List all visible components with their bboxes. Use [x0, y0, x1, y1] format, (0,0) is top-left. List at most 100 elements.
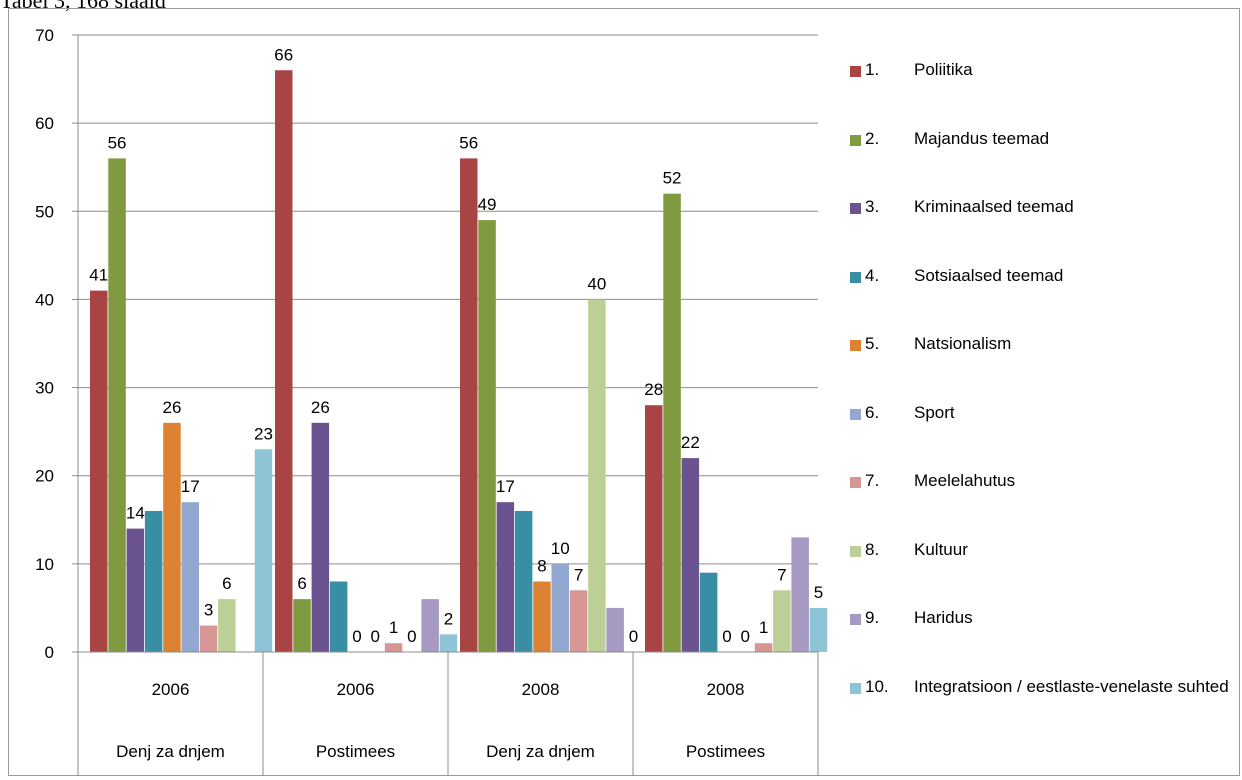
- data-label: 28: [644, 380, 663, 399]
- data-label: 10: [551, 539, 570, 558]
- legend-number: 9.: [865, 608, 880, 627]
- category-paper-label: Denj za dnjem: [486, 742, 595, 761]
- bar: [311, 422, 330, 652]
- axes: 0 10 20 30 40 50 60 70: [35, 26, 79, 662]
- bar: [254, 449, 273, 652]
- figure-caption: Tabel 3, 168 slaaid: [0, 0, 166, 13]
- y-tick-label: 40: [35, 290, 54, 309]
- bar: [439, 634, 458, 652]
- data-label: 14: [126, 504, 145, 523]
- bar: [90, 290, 108, 652]
- bar: [496, 502, 515, 652]
- y-tick-label: 10: [35, 555, 54, 574]
- bar: [514, 510, 533, 652]
- legend-number: 6.: [865, 402, 880, 422]
- data-label: 26: [311, 398, 330, 417]
- data-label: 2: [444, 609, 453, 628]
- data-label: 6: [297, 574, 306, 593]
- bar: [199, 625, 218, 652]
- bar: [699, 572, 718, 652]
- data-label: 0: [352, 627, 361, 646]
- bar: [293, 599, 311, 652]
- data-label: 7: [574, 565, 583, 584]
- legend-label: Haridus: [914, 608, 973, 627]
- bar: [681, 458, 700, 652]
- gridlines: [78, 34, 818, 565]
- bar: [809, 607, 828, 652]
- bars: [90, 70, 828, 652]
- legend-swatch: [850, 203, 861, 214]
- category-paper-label: Postimees: [316, 742, 395, 761]
- legend-number: 3.: [865, 197, 880, 216]
- legend-swatch: [850, 134, 861, 146]
- bar: [551, 563, 569, 652]
- legend-number: 7.: [865, 471, 880, 490]
- data-label: 0: [629, 627, 638, 646]
- bar: [645, 405, 663, 652]
- data-label: 6: [222, 574, 231, 593]
- bar: [384, 643, 403, 652]
- data-label: 66: [274, 45, 293, 64]
- y-tick-label: 50: [35, 202, 54, 221]
- category-year-label: 2006: [337, 680, 375, 699]
- legend-label: Meelelahutus: [914, 471, 1016, 490]
- legend-swatch: [850, 477, 861, 488]
- data-label: 3: [204, 601, 213, 620]
- category-year-label: 2008: [707, 680, 745, 699]
- data-label: 40: [587, 274, 606, 293]
- category-paper-label: Denj za dnjem: [116, 742, 225, 761]
- y-tick-label: 0: [45, 643, 54, 662]
- legend-swatch: [850, 408, 861, 420]
- data-label: 26: [162, 398, 181, 417]
- y-tick-label: 30: [35, 379, 54, 398]
- bar: [163, 422, 181, 652]
- data-label: 52: [663, 169, 682, 188]
- data-label: 0: [371, 627, 380, 646]
- legend-swatch: [850, 614, 861, 625]
- chart-frame: [8, 8, 1240, 776]
- legend-swatch: [850, 66, 861, 77]
- data-label: 0: [741, 627, 750, 646]
- bar: [533, 581, 551, 652]
- data-label: 41: [89, 266, 108, 285]
- legend-label: Natsionalism: [914, 334, 1012, 353]
- category-year-label: 2006: [152, 680, 190, 699]
- legend-swatch: [850, 545, 861, 557]
- data-label: 5: [814, 583, 823, 602]
- legend-label: Kultuur: [914, 539, 968, 559]
- legend-swatch: [850, 340, 861, 351]
- data-label: 56: [108, 133, 127, 152]
- bar: [754, 643, 773, 652]
- category-paper-label: Postimees: [686, 742, 765, 761]
- legend-label: Sotsiaalsed teemad: [914, 265, 1064, 285]
- category-year-label: 2008: [522, 680, 560, 699]
- bar: [126, 528, 145, 652]
- y-tick-label: 20: [35, 467, 54, 486]
- y-tick-label: 70: [35, 26, 54, 45]
- bar: [606, 607, 624, 652]
- category-axis: 2006 Denj za dnjem 2006 Postimees 2008 Denj z…: [77, 651, 819, 776]
- data-label: 23: [254, 424, 273, 443]
- bar: [478, 220, 496, 652]
- bar: [421, 599, 439, 652]
- data-label: 0: [407, 627, 416, 646]
- bar: [460, 158, 478, 652]
- data-label: 17: [181, 477, 200, 496]
- legend-label: Sport: [914, 402, 955, 422]
- bar: [108, 158, 126, 652]
- legend-swatch: [850, 271, 861, 283]
- legend-number: 1.: [865, 60, 880, 79]
- legend-label: Majandus teemad: [914, 128, 1050, 148]
- bar: [181, 502, 199, 652]
- data-label: 22: [681, 433, 700, 452]
- bar: [569, 590, 588, 652]
- y-tick-label: 60: [35, 114, 54, 133]
- bar: [144, 510, 163, 652]
- data-label: 7: [777, 565, 786, 584]
- data-label: 1: [759, 618, 768, 637]
- data-label: 1: [389, 618, 398, 637]
- data-label: 8: [537, 556, 546, 575]
- bar: [329, 581, 348, 652]
